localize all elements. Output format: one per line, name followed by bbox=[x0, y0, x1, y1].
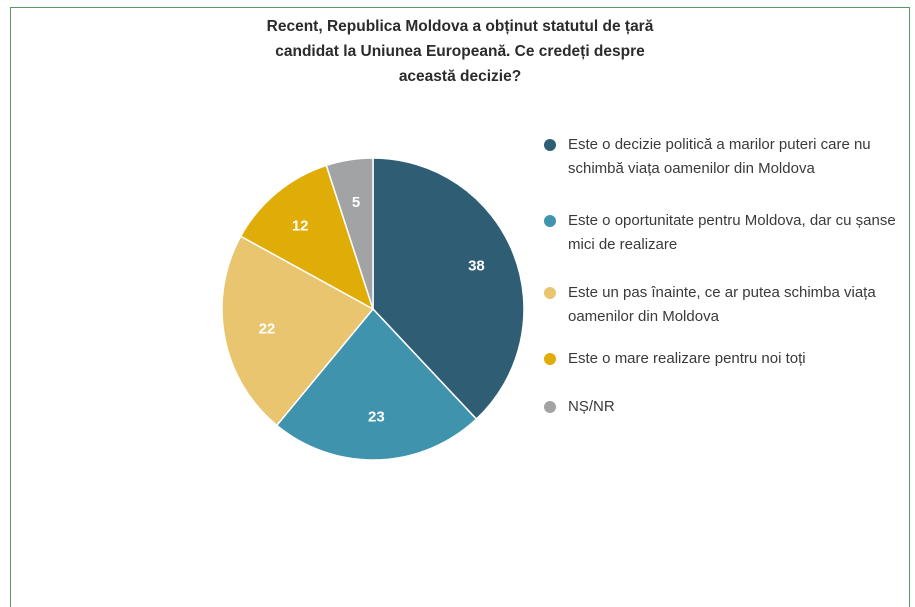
legend: Este o decizie politică a marilor puteri… bbox=[542, 133, 902, 447]
legend-label: Este un pas înainte, ce ar putea schimba… bbox=[568, 284, 876, 325]
slice-value-label: 5 bbox=[352, 194, 360, 211]
legend-swatch bbox=[544, 353, 556, 365]
legend-swatch bbox=[544, 215, 556, 227]
legend-label: Este o mare realizare pentru noi toți bbox=[568, 350, 806, 367]
pie-slice bbox=[372, 157, 525, 421]
legend-item-great-achievement: Este o mare realizare pentru noi toți bbox=[542, 347, 902, 371]
chart-title: Recent, Republica Moldova a obținut stat… bbox=[266, 18, 654, 85]
legend-swatch bbox=[544, 139, 556, 151]
legend-item-opportunity: Este o oportunitate pentru Moldova, dar … bbox=[542, 209, 902, 257]
pie-slice bbox=[275, 307, 478, 461]
legend-swatch bbox=[544, 287, 556, 299]
pie-slice bbox=[221, 235, 375, 427]
slice-value-label: 38 bbox=[468, 258, 485, 275]
legend-label: Este o decizie politică a marilor puteri… bbox=[568, 136, 871, 177]
slice-value-label: 22 bbox=[259, 321, 276, 338]
legend-label: Este o oportunitate pentru Moldova, dar … bbox=[568, 212, 896, 253]
slice-value-label: 12 bbox=[292, 217, 309, 234]
pie-slice bbox=[239, 164, 375, 311]
legend-item-dk-na: NȘ/NR bbox=[542, 395, 902, 419]
pie-chart: 38 23 22 12 5 bbox=[221, 157, 525, 461]
legend-swatch bbox=[544, 401, 556, 413]
pie-slice bbox=[325, 157, 374, 310]
legend-item-political-decision: Este o decizie politică a marilor puteri… bbox=[542, 133, 902, 181]
slice-value-label: 23 bbox=[368, 408, 385, 425]
legend-label: NȘ/NR bbox=[568, 398, 615, 415]
legend-item-step-forward: Este un pas înainte, ce ar putea schimba… bbox=[542, 281, 902, 329]
chart-frame bbox=[10, 7, 910, 607]
